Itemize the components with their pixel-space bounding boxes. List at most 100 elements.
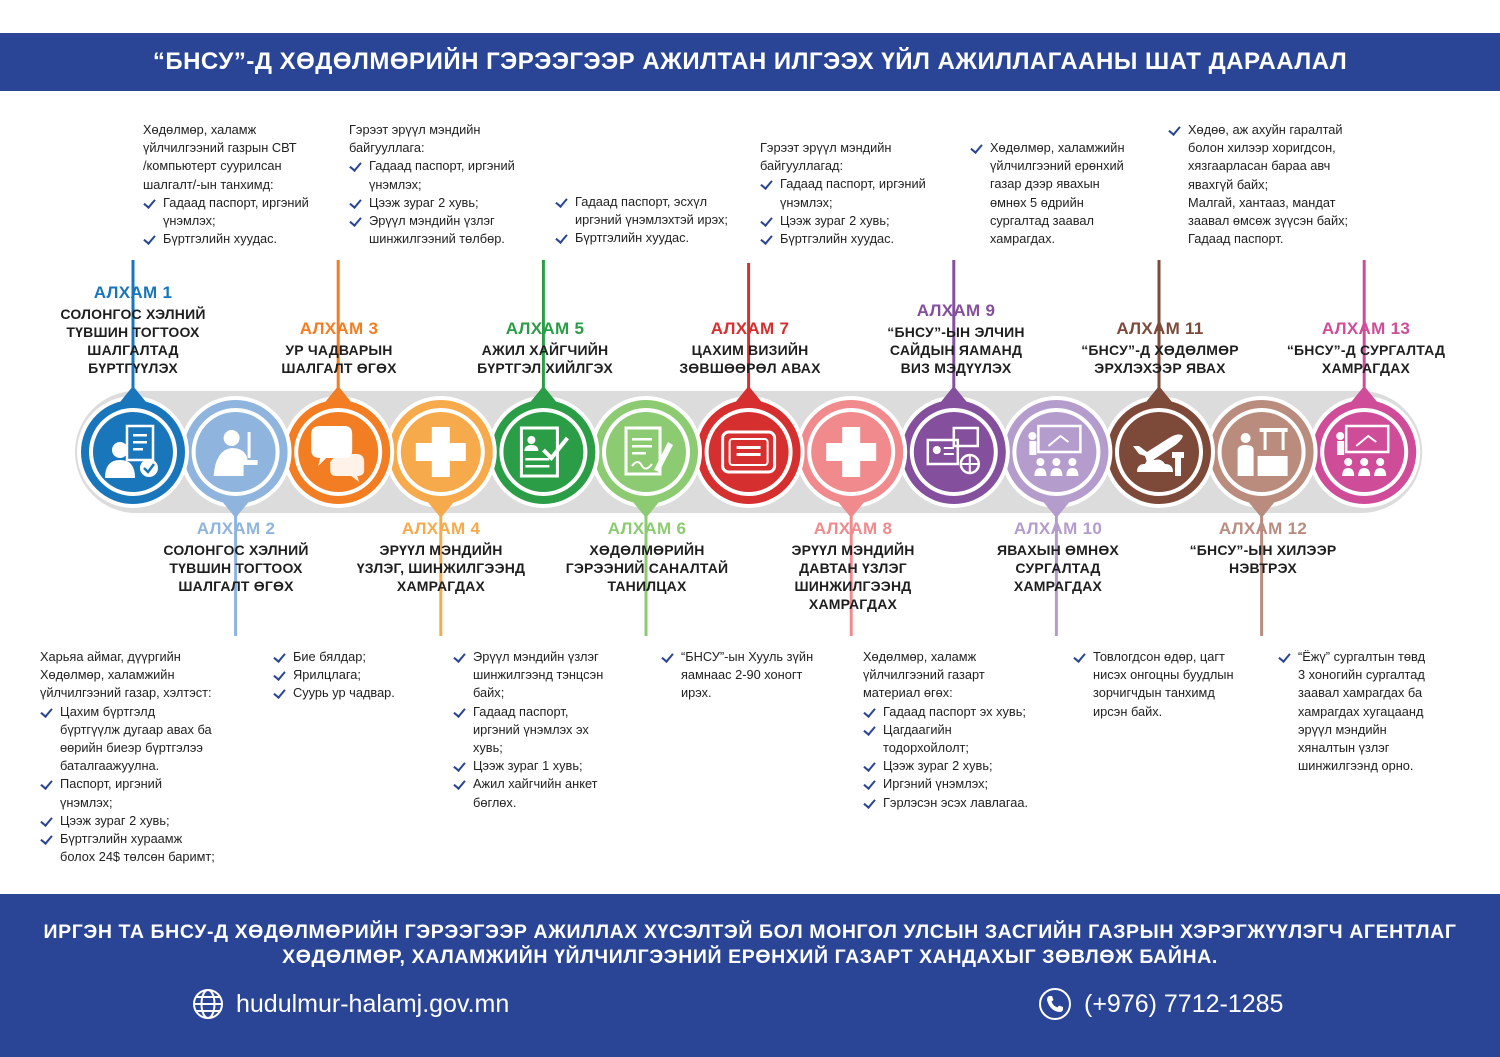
- step-11-label-block: АЛХАМ 11 “БНСУ”-Д ХӨДӨЛМӨР ЭРХЛЭХЭЭР ЯВА…: [1050, 319, 1270, 377]
- step-3-requirements: Бие бялдар; Ярилцлага; Суурь ур чадвар.: [273, 648, 443, 703]
- requirement-line: Хөдөлмөр, халамж үйлчилгээний газрын СВТ…: [143, 122, 297, 192]
- website-link[interactable]: hudulmur-halamj.gov.mn: [192, 987, 509, 1021]
- requirement-line: Цээж зураг 2 хувь;: [863, 757, 1058, 775]
- step-6-requirements: Гадаад паспорт, эсхүл иргэний үнэмлэхтэй…: [555, 193, 755, 248]
- requirement-line: Гадаад паспорт, иргэний үнэмлэх;: [349, 157, 549, 193]
- requirement-line: Ярилцлага;: [273, 666, 443, 684]
- classroom-training-icon: [1028, 424, 1082, 476]
- header-banner: “БНСУ”-Д ХӨДӨЛМӨРИЙН ГЭРЭЭГЭЭР АЖИЛТАН И…: [0, 33, 1500, 91]
- phone-icon: [1039, 988, 1071, 1020]
- step-10-title: ЯВАХЫН ӨМНӨХ СУРГАЛТАД ХАМРАГДАХ: [997, 542, 1119, 594]
- requirement-line: Гадаад паспорт, эсхүл иргэний үнэмлэхтэй…: [555, 193, 755, 229]
- phone-link[interactable]: (+976) 7712-1285: [1038, 987, 1283, 1021]
- step-11-number: АЛХАМ 11: [1116, 319, 1204, 338]
- speech-bubbles-icon: [311, 426, 365, 482]
- step-1-number: АЛХАМ 1: [93, 283, 173, 302]
- step-1-marker: [77, 386, 189, 508]
- step-5-requirements: Эрүүл мэндийн үзлэг шинжилгээнд тэнцсэн …: [453, 648, 643, 812]
- requirement-line: Цахим бүртгэлд бүртгүүлж дугаар авах ба …: [40, 703, 250, 776]
- step-2-requirements: Харьяа аймаг, дүүргийн Хөдөлмөр, халамжи…: [40, 648, 250, 866]
- step-1-label-block: АЛХАМ 1 СОЛОНГОС ХЭЛНИЙ ТҮВШИН ТОГТООХ Ш…: [28, 283, 238, 377]
- step-11-marker: [1103, 386, 1215, 508]
- step-4-requirements: Гэрээт эрүүл мэндийн байгууллага: Гадаад …: [349, 121, 549, 248]
- step-7-title: ЦАХИМ ВИЗИЙН ЗӨВШӨӨРӨЛ АВАХ: [679, 342, 821, 376]
- requirement-line: Бие бялдар;: [273, 648, 443, 666]
- step-4-marker: [384, 396, 497, 518]
- medical-cross-icon: [415, 427, 466, 477]
- step-7-requirements: “БНСУ”-ын Хууль зүйн яамнаас 2-90 хоногт…: [661, 648, 841, 703]
- job-application-icon: [519, 426, 569, 478]
- requirement-line: Харьяа аймаг, дүүргийн Хөдөлмөр, халамжи…: [40, 649, 212, 701]
- footer-message-line-2: ХӨДӨЛМӨР, ХАЛАМЖИЙН ҮЙЛЧИЛГЭЭНИЙ ЕРӨНХИЙ…: [282, 946, 1218, 968]
- step-13-number: АЛХАМ 13: [1321, 319, 1411, 338]
- requirement-line: Товлогдсон өдөр, цагт нисэх онгоцны бууд…: [1073, 648, 1263, 721]
- step-13-label-block: АЛХАМ 13 “БНСУ”-Д СУРГАЛТАД ХАМРАГДАХ: [1261, 319, 1471, 377]
- test-registration-icon: [105, 424, 158, 478]
- requirement-line: Гадаад паспорт.: [1188, 231, 1284, 247]
- phone-number: (+976) 7712-1285: [1084, 989, 1284, 1018]
- requirement-line: Хөдөлмөр, халамжийн үйлчилгээний ерөнхий…: [970, 139, 1150, 248]
- requirement-line: “Ёжү” сургалтын төвд 3 хоногийн сургалта…: [1278, 648, 1468, 775]
- requirement-line: Гадаад паспорт, иргэний үнэмлэх эх хувь;: [453, 703, 643, 758]
- requirement-line: Гэрээт эрүүл мэндийн байгууллага:: [349, 122, 481, 156]
- step-6-number: АЛХАМ 6: [607, 519, 687, 538]
- step-9-number: АЛХАМ 9: [916, 301, 996, 320]
- step-4-number: АЛХАМ 4: [401, 519, 481, 538]
- requirement-line: Бүртгэлийн хуудас.: [143, 230, 343, 248]
- requirement-line: Гадаад паспорт эх хувь;: [863, 703, 1058, 721]
- requirement-line: “БНСУ”-ын Хууль зүйн яамнаас 2-90 хоногт…: [661, 648, 841, 703]
- requirement-line: Бүртгэлийн хуудас.: [760, 230, 960, 248]
- step-8-requirements: Гэрээт эрүүл мэндийн байгууллагад: Гадаад…: [760, 139, 960, 248]
- requirement-line: Хөдөлмөр, халамж үйлчилгээний газарт мат…: [863, 649, 985, 701]
- requirement-line: Суурь ур чадвар.: [273, 684, 443, 702]
- step-5-label-block: АЛХАМ 5 АЖИЛ ХАЙГЧИЙН БҮРТГЭЛ ХИЙЛГЭХ: [440, 319, 650, 377]
- requirement-line: Малгай, хантааз, мандат заавал өмсөж зүү…: [1188, 194, 1349, 229]
- step-8-title: ЭРҮҮЛ МЭНДИЙН ДАВТАН ҮЗЛЭГ ШИНЖИЛГЭЭНД Х…: [791, 542, 915, 612]
- step-2-title: СОЛОНГОС ХЭЛНИЙ ТҮВШИН ТОГТООХ ШАЛГАЛТ Ө…: [163, 542, 309, 594]
- step-6-marker: [590, 396, 702, 518]
- requirement-line: Эрүүл мэндийн үзлэг шинжилгээнд тэнцсэн …: [453, 648, 643, 703]
- footer-banner: ИРГЭН ТА БНСУ-Д ХӨДӨЛМӨРИЙН ГЭРЭЭГЭЭР АЖ…: [0, 894, 1500, 1057]
- step-7-label-block: АЛХАМ 7 ЦАХИМ ВИЗИЙН ЗӨВШӨӨРӨЛ АВАХ: [645, 319, 855, 377]
- step-11-requirements: Товлогдсон өдөр, цагт нисэх онгоцны бууд…: [1073, 648, 1263, 721]
- step-5-marker: [487, 386, 600, 508]
- step-13-requirements: “Ёжү” сургалтын төвд 3 хоногийн сургалта…: [1278, 648, 1468, 775]
- step-10-requirements: Хөдөлмөр, халамжийн үйлчилгээний ерөнхий…: [970, 139, 1150, 248]
- requirement-line: Ажил хайгчийн анкет бөглөх.: [453, 775, 643, 811]
- exam-taker-icon: [213, 430, 258, 476]
- globe-icon: [193, 989, 223, 1019]
- step-5-number: АЛХАМ 5: [505, 319, 585, 338]
- requirement-line: Цээж зураг 1 хувь;: [453, 757, 643, 775]
- step-3-marker: [282, 386, 395, 508]
- step-5-title: АЖИЛ ХАЙГЧИЙН БҮРТГЭЛ ХИЙЛГЭХ: [477, 342, 613, 376]
- requirement-line: Иргэний үнэмлэх;: [863, 775, 1058, 793]
- step-6-label-block: АЛХАМ 6 ХӨДӨЛМӨРИЙН ГЭРЭЭНИЙ САНАЛТАЙ ТА…: [537, 519, 757, 595]
- step-12-label-block: АЛХАМ 12 “БНСУ”-ЫН ХИЛЭЭР НЭВТРЭХ: [1158, 519, 1368, 577]
- step-8-label-block: АЛХАМ 8 ЭРҮҮЛ МЭНДИЙН ДАВТАН ҮЗЛЭГ ШИНЖИ…: [748, 519, 958, 613]
- requirement-line: Цээж зураг 2 хувь;: [40, 812, 250, 830]
- step-12-requirements: Хөдөө, аж ахуйн гаралтай болон хилээр хо…: [1168, 121, 1378, 248]
- step-12-marker: [1205, 396, 1318, 518]
- page-title: “БНСУ”-Д ХӨДӨЛМӨРИЙН ГЭРЭЭГЭЭР АЖИЛТАН И…: [152, 48, 1348, 75]
- step-9-label-block: АЛХАМ 9 “БНСУ”-ЫН ЭЛЧИН САЙДЫН ЯАМАНД ВИ…: [851, 301, 1061, 377]
- step-3-number: АЛХАМ 3: [299, 319, 379, 338]
- step-3-title: УР ЧАДВАРЫН ШАЛГАЛТ ӨГӨХ: [281, 342, 397, 376]
- step-9-marker: [897, 386, 1010, 508]
- step-12-title: “БНСУ”-ЫН ХИЛЭЭР НЭВТРЭХ: [1189, 542, 1337, 576]
- step-10-number: АЛХАМ 10: [1013, 519, 1103, 538]
- step-4-label-block: АЛХАМ 4 ЭРҮҮЛ МЭНДИЙН ҮЗЛЭГ, ШИНЖИЛГЭЭНД…: [331, 519, 551, 595]
- requirement-line: Хөдөө, аж ахуйн гаралтай болон хилээр хо…: [1168, 121, 1378, 194]
- step-6-title: ХӨДӨЛМӨРИЙН ГЭРЭЭНИЙ САНАЛТАЙ ТАНИЛЦАХ: [565, 542, 729, 594]
- requirement-line: Гэрээт эрүүл мэндийн байгууллагад:: [760, 140, 892, 174]
- step-8-marker: [795, 396, 908, 518]
- footer-message-line-1: ИРГЭН ТА БНСУ-Д ХӨДӨЛМӨРИЙН ГЭРЭЭГЭЭР АЖ…: [43, 921, 1457, 943]
- step-3-label-block: АЛХАМ 3 УР ЧАДВАРЫН ШАЛГАЛТ ӨГӨХ: [234, 319, 444, 377]
- step-9-requirements: Хөдөлмөр, халамж үйлчилгээний газарт мат…: [863, 648, 1058, 812]
- visa-certificate-icon: [721, 430, 777, 474]
- airplane-departure-icon: [1133, 434, 1184, 476]
- requirement-line: Цээж зураг 2 хувь;: [760, 212, 960, 230]
- requirement-line: Гэрлэсэн эсэх лавлагаа.: [863, 794, 1058, 812]
- step-2-number: АЛХАМ 2: [196, 519, 276, 538]
- step-11-title: “БНСУ”-Д ХӨДӨЛМӨР ЭРХЛЭХЭЭР ЯВАХ: [1081, 342, 1239, 376]
- requirement-line: Паспорт, иргэний үнэмлэх;: [40, 775, 250, 811]
